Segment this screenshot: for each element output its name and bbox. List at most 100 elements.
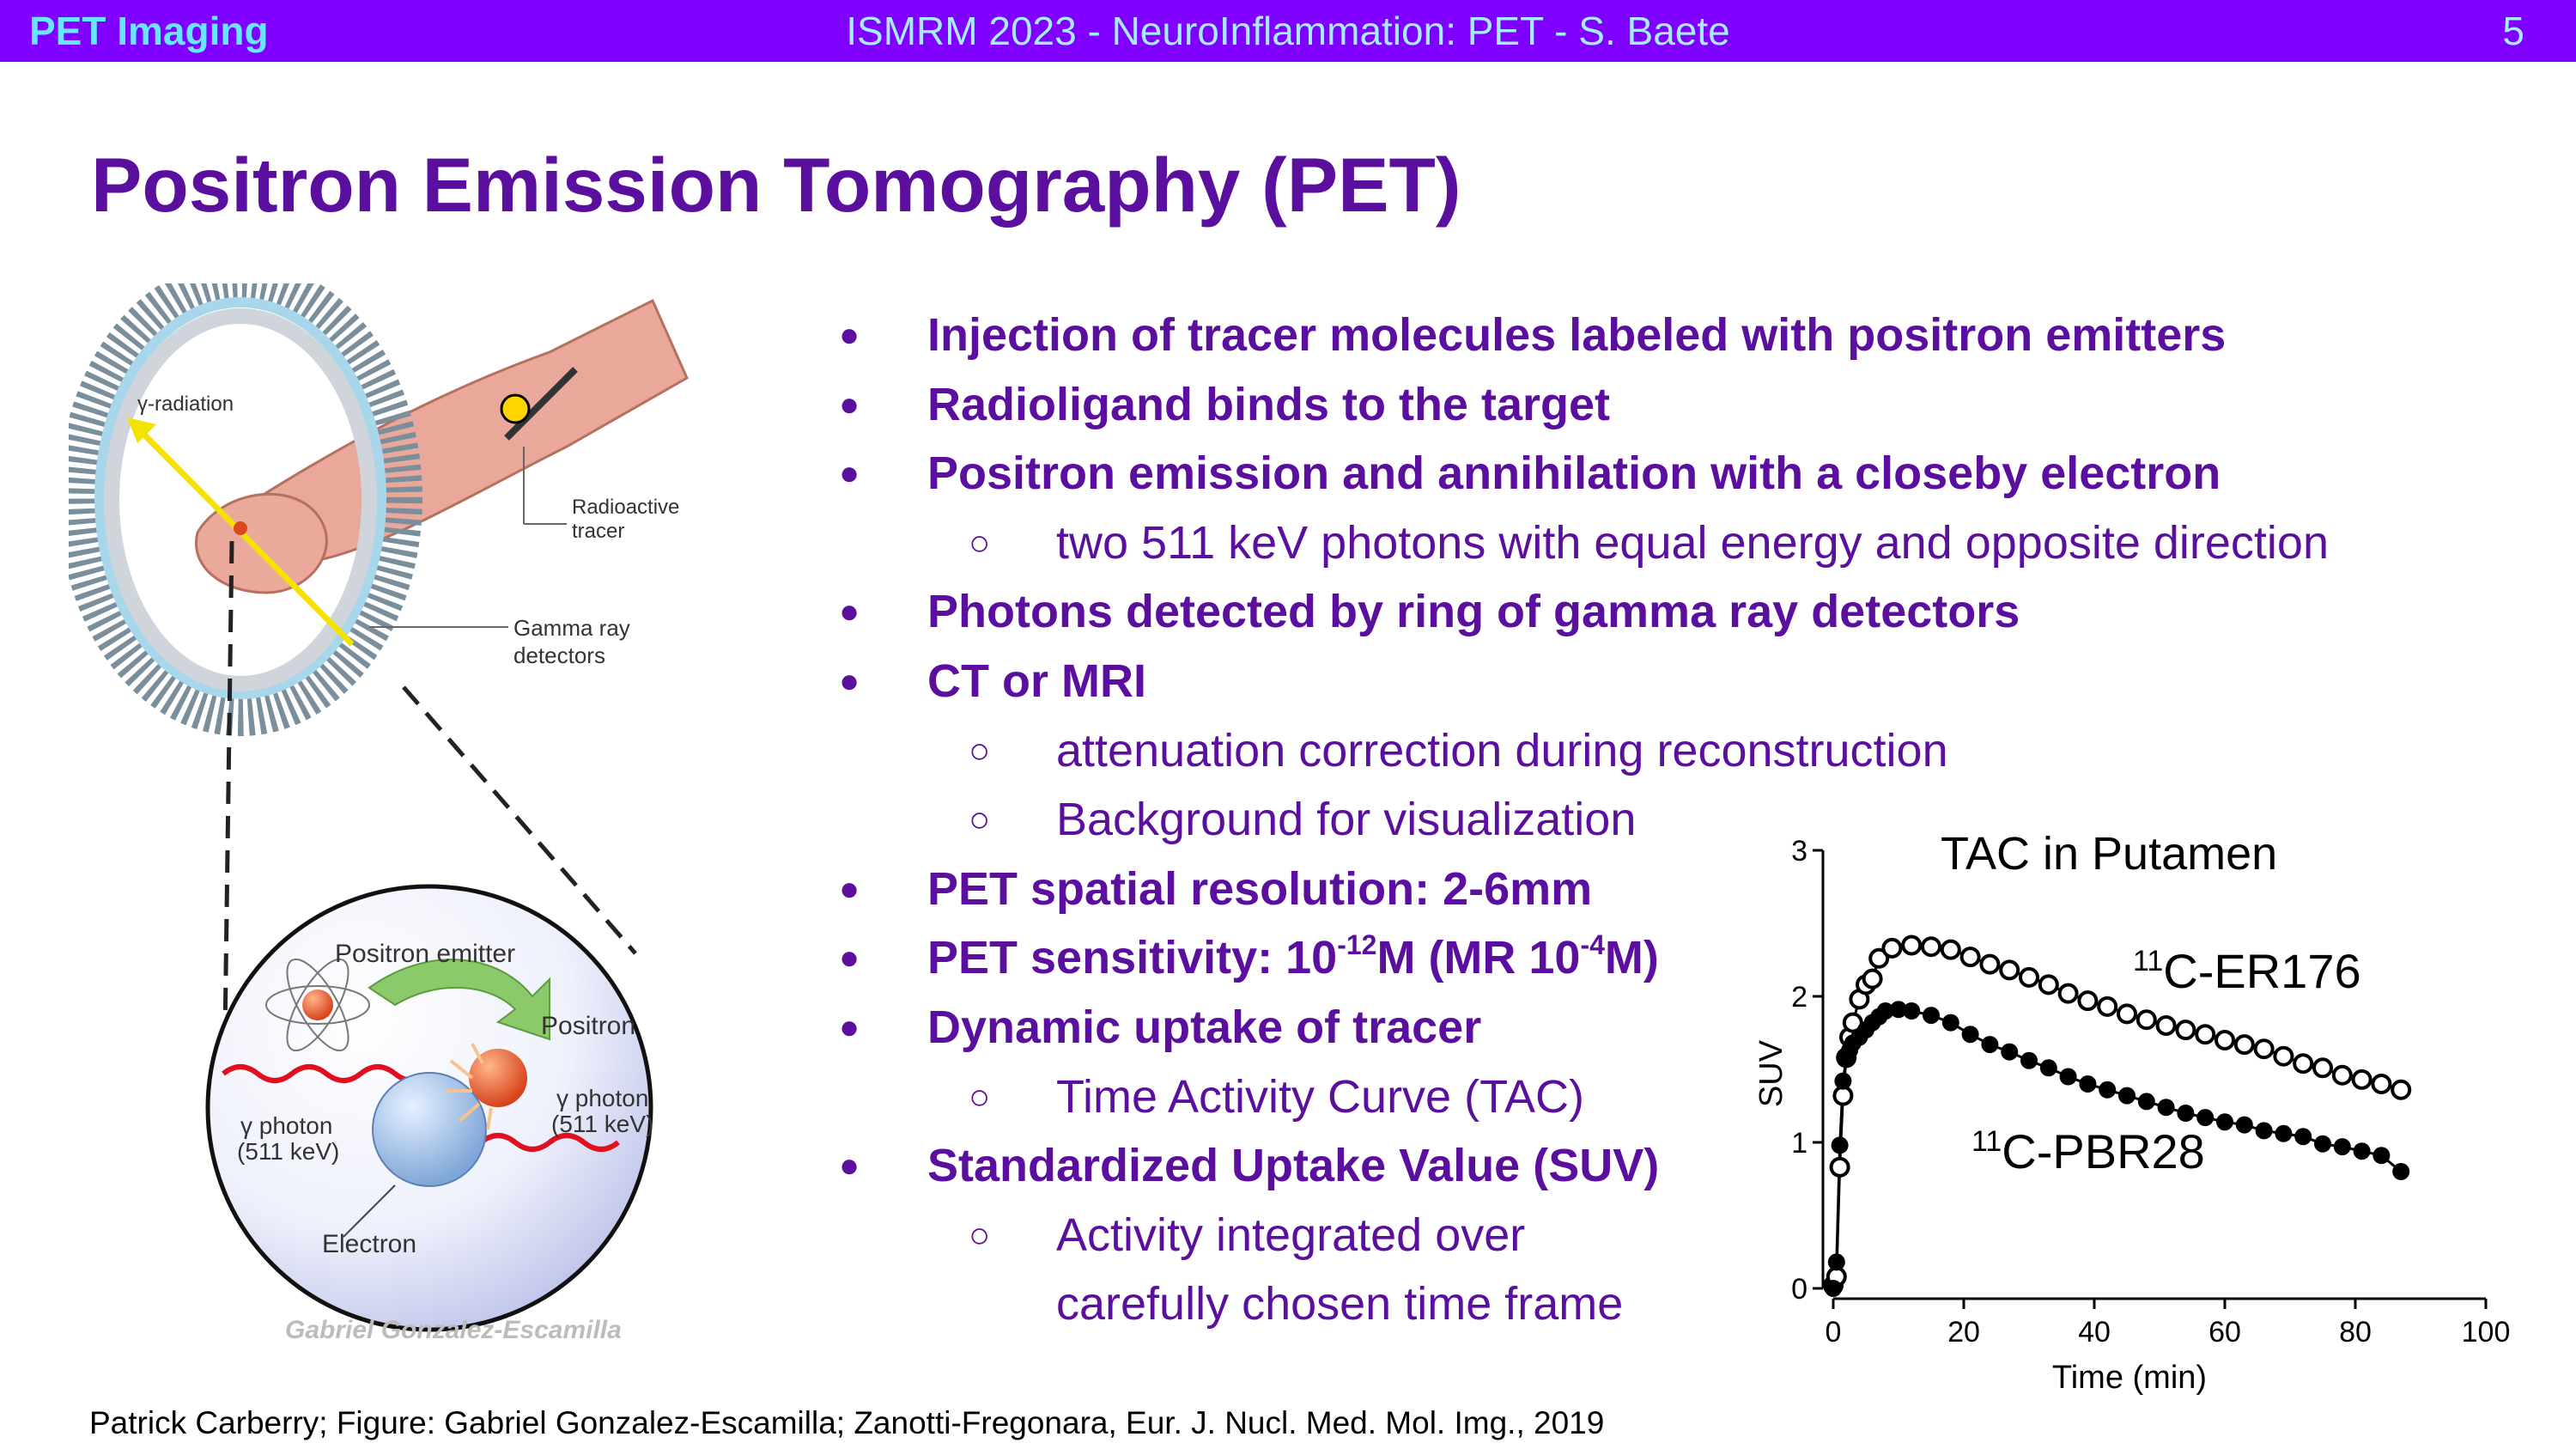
sub-bullet-item: ○ attenuation correction during reconstru… <box>824 716 2329 786</box>
citation-footer: Patrick Carberry; Figure: Gabriel Gonzal… <box>89 1405 1605 1440</box>
data-point-c-er176 <box>1921 936 1941 958</box>
sub-bullet-item: ○ Activity integrated over <box>824 1201 2329 1270</box>
bullet-icon: ● <box>839 593 860 631</box>
data-point-c-er176 <box>2136 1009 2157 1031</box>
radioactive-icon <box>500 393 531 424</box>
bullet-text: PET sensitivity: 10-12M (MR 10-4M) <box>927 929 1659 984</box>
data-point-c-er176 <box>2215 1030 2235 1050</box>
data-point-c-er176 <box>2195 1024 2216 1045</box>
data-point-c-er176 <box>2057 983 2079 1004</box>
y-tick-label: 2 <box>1791 981 1807 1014</box>
bullet-item: ● Photons detected by ring of gamma ray d… <box>824 577 2329 647</box>
bullet-item: ● PET spatial resolution: 2-6mm <box>824 855 2329 924</box>
data-point-c-pbr28 <box>2059 1068 2077 1086</box>
bullet-icon: ● <box>839 385 860 423</box>
data-point-c-pbr28 <box>1825 1280 1842 1297</box>
emission-arrow-icon <box>368 959 550 1041</box>
label-gamma-detectors-1: Gamma ray <box>513 615 630 641</box>
data-point-c-er176 <box>2331 1064 2353 1086</box>
y-axis-label: SUV <box>1753 1039 1789 1107</box>
data-point-c-er176 <box>1940 939 1961 960</box>
legend-er176: 11C-ER176 <box>2133 944 2361 998</box>
data-point-c-pbr28 <box>1981 1036 1999 1054</box>
y-tick-label: 1 <box>1791 1127 1807 1160</box>
page-number: 5 <box>2502 9 2524 53</box>
positron-emitter-nucleus <box>302 989 333 1020</box>
bullet-text: Radioligand binds to the target <box>927 378 1610 430</box>
data-point-c-pbr28 <box>2275 1124 2293 1142</box>
bullet-item: ● PET sensitivity: 10-12M (MR 10-4M) <box>824 923 2329 993</box>
bullet-icon: ● <box>839 1147 860 1185</box>
label-photon-left-2: (511 keV) <box>237 1138 339 1165</box>
bullet-item: ● Dynamic uptake of tracer <box>824 993 2329 1062</box>
data-point-c-er176 <box>2175 1020 2196 1041</box>
bullet-icon: ● <box>839 661 860 700</box>
detector-ring-band <box>94 297 386 699</box>
sub-bullet-icon: ○ <box>969 1075 991 1117</box>
data-point-c-pbr28 <box>2255 1122 2273 1140</box>
bullet-text: carefully chosen time frame <box>1056 1278 1624 1330</box>
data-point-c-pbr28 <box>2333 1138 2351 1156</box>
data-point-c-pbr28 <box>2118 1087 2136 1105</box>
data-point-c-er176 <box>2391 1079 2412 1100</box>
bullet-icon: ● <box>839 939 860 977</box>
y-tick-label: 0 <box>1791 1273 1807 1306</box>
bullet-text: Activity integrated over <box>1056 1209 1526 1261</box>
label-positron-emitter: Positron emitter <box>335 940 515 968</box>
data-point-c-er176 <box>2351 1068 2372 1090</box>
data-point-c-er176 <box>1881 937 1903 959</box>
data-point-c-er176 <box>2077 990 2099 1012</box>
data-point-c-pbr28 <box>2177 1105 2195 1122</box>
bullet-item: ● Injection of tracer molecules labeled w… <box>824 301 2329 370</box>
label-radioactive-tracer-1: Radioactive <box>572 496 679 519</box>
bullet-text: two 511 keV photons with equal energy an… <box>1056 516 2329 569</box>
data-point-c-pbr28 <box>2196 1109 2215 1127</box>
bullet-text: Dynamic uptake of tracer <box>927 1001 1482 1053</box>
bullet-item: ● CT or MRI <box>824 647 2329 716</box>
photon-wave-left <box>222 1064 431 1083</box>
label-photon-right-2: (511 keV) <box>551 1111 653 1137</box>
x-tick-label: 60 <box>2208 1316 2241 1349</box>
label-gamma-detectors-2: detectors <box>513 642 605 668</box>
zoom-line-right <box>402 685 637 955</box>
data-point-c-er176 <box>2293 1053 2314 1075</box>
data-point-c-pbr28 <box>1923 1007 1940 1025</box>
data-point-c-pbr28 <box>2137 1093 2155 1111</box>
data-point-c-er176 <box>2155 1015 2177 1036</box>
positron-particle <box>469 1049 527 1107</box>
bullet-item: ● Standardized Uptake Value (SUV) <box>824 1131 2329 1201</box>
data-point-c-er176 <box>2371 1074 2392 1094</box>
sub-bullet-icon: ○ <box>969 1214 991 1255</box>
bullet-text: Injection of tracer molecules labeled wi… <box>927 309 2227 361</box>
bullet-icon: ● <box>839 869 860 908</box>
data-point-c-er176 <box>2019 966 2039 988</box>
sub-bullet-item: carefully chosen time frame <box>824 1269 2329 1339</box>
gamma-arrowhead-icon <box>127 417 156 443</box>
data-point-c-er176 <box>2233 1034 2255 1056</box>
bullet-text: PET spatial resolution: 2-6mm <box>927 862 1593 915</box>
bullet-icon: ● <box>839 454 860 493</box>
sub-bullet-icon: ○ <box>969 799 991 840</box>
x-tick-label: 100 <box>2462 1316 2511 1349</box>
data-point-c-pbr28 <box>1834 1072 1852 1090</box>
section-name: PET Imaging <box>29 9 269 53</box>
data-point-c-pbr28 <box>2099 1081 2117 1099</box>
data-point-c-pbr28 <box>2235 1116 2253 1134</box>
data-point-c-pbr28 <box>2353 1142 2371 1160</box>
slide-title: Positron Emission Tomography (PET) <box>91 142 1461 228</box>
detector-ring-inner <box>104 308 377 691</box>
data-point-c-pbr28 <box>2079 1075 2097 1093</box>
data-point-c-er176 <box>2097 995 2118 1017</box>
electron-particle <box>372 1072 487 1187</box>
data-point-c-pbr28 <box>2216 1113 2233 1131</box>
bullet-text: Time Activity Curve (TAC) <box>1056 1070 1585 1123</box>
data-point-c-pbr28 <box>2157 1099 2175 1117</box>
x-tick-label: 0 <box>1826 1316 1842 1349</box>
sub-bullet-item: ○ Background for visualization <box>824 785 2329 855</box>
tac-chart: 0 20 40 60 80 100 0 1 2 3 TAC in Putamen Time (mi… <box>1753 828 2511 1396</box>
bullet-text: Positron emission and annihilation with … <box>927 447 2221 500</box>
presentation-title: ISMRM 2023 - NeuroInflammation: PET - S.… <box>846 9 1730 53</box>
illustration-signature: Gabriel Gonzalez-Escamilla <box>285 1316 622 1344</box>
label-photon-left-1: γ photon <box>240 1112 332 1139</box>
data-point-c-er176 <box>2273 1045 2294 1067</box>
